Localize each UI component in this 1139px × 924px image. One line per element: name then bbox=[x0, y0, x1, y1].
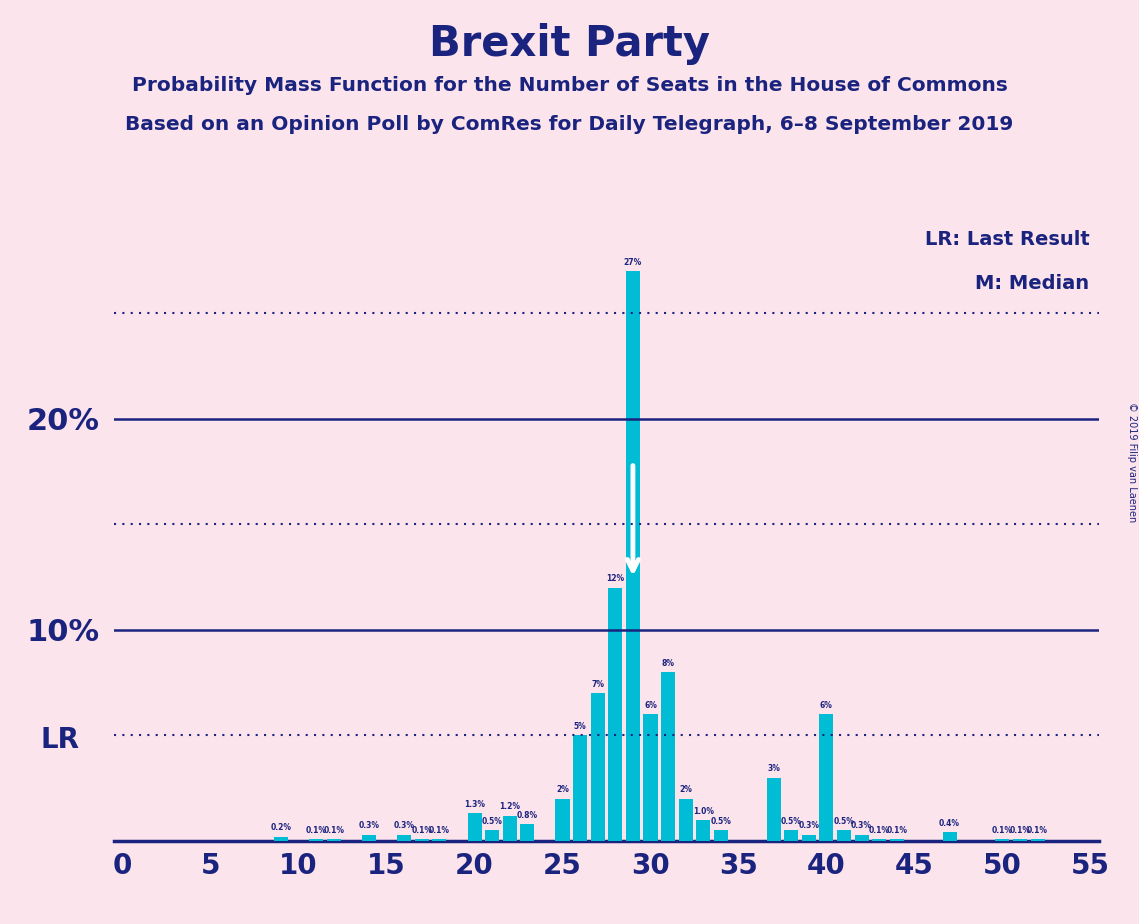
Bar bbox=[556, 798, 570, 841]
Bar bbox=[327, 839, 341, 841]
Bar bbox=[608, 588, 622, 841]
Text: 6%: 6% bbox=[644, 701, 657, 710]
Text: 1.2%: 1.2% bbox=[499, 802, 521, 811]
Bar bbox=[995, 839, 1009, 841]
Bar bbox=[1031, 839, 1044, 841]
Bar bbox=[274, 836, 288, 841]
Bar bbox=[679, 798, 693, 841]
Text: 0.1%: 0.1% bbox=[869, 825, 890, 834]
Bar bbox=[837, 831, 851, 841]
Text: 3%: 3% bbox=[768, 764, 780, 773]
Text: 0.8%: 0.8% bbox=[517, 810, 538, 820]
Bar bbox=[485, 831, 499, 841]
Bar bbox=[398, 834, 411, 841]
Bar bbox=[415, 839, 428, 841]
Text: LR: LR bbox=[40, 725, 79, 754]
Text: 0.5%: 0.5% bbox=[834, 817, 854, 826]
Text: © 2019 Filip van Laenen: © 2019 Filip van Laenen bbox=[1126, 402, 1137, 522]
Bar bbox=[644, 714, 657, 841]
Text: 8%: 8% bbox=[662, 659, 674, 668]
Bar bbox=[714, 831, 728, 841]
Text: Probability Mass Function for the Number of Seats in the House of Commons: Probability Mass Function for the Number… bbox=[132, 76, 1007, 95]
Text: 0.5%: 0.5% bbox=[482, 817, 502, 826]
Text: LR: Last Result: LR: Last Result bbox=[925, 230, 1089, 249]
Bar bbox=[767, 778, 780, 841]
Bar bbox=[625, 272, 640, 841]
Text: 0.2%: 0.2% bbox=[271, 823, 292, 833]
Text: Based on an Opinion Poll by ComRes for Daily Telegraph, 6–8 September 2019: Based on an Opinion Poll by ComRes for D… bbox=[125, 115, 1014, 134]
Bar bbox=[785, 831, 798, 841]
Text: 0.5%: 0.5% bbox=[781, 817, 802, 826]
Text: M: Median: M: Median bbox=[975, 274, 1089, 293]
Text: 0.1%: 0.1% bbox=[323, 825, 344, 834]
Text: 1.0%: 1.0% bbox=[693, 807, 714, 816]
Text: 7%: 7% bbox=[591, 680, 604, 689]
Bar bbox=[591, 693, 605, 841]
Bar bbox=[943, 833, 957, 841]
Text: 0.3%: 0.3% bbox=[394, 821, 415, 831]
Bar bbox=[362, 834, 376, 841]
Text: 2%: 2% bbox=[679, 785, 693, 795]
Text: 0.1%: 0.1% bbox=[429, 825, 450, 834]
Text: 0.1%: 0.1% bbox=[886, 825, 908, 834]
Bar bbox=[802, 834, 816, 841]
Text: 2%: 2% bbox=[556, 785, 570, 795]
Bar bbox=[467, 813, 482, 841]
Text: 12%: 12% bbox=[606, 575, 624, 583]
Text: 0.3%: 0.3% bbox=[359, 821, 379, 831]
Text: 0.1%: 0.1% bbox=[1027, 825, 1048, 834]
Bar bbox=[872, 839, 886, 841]
Text: Brexit Party: Brexit Party bbox=[429, 23, 710, 65]
Text: 0.3%: 0.3% bbox=[851, 821, 872, 831]
Text: 27%: 27% bbox=[624, 258, 642, 267]
Bar bbox=[661, 672, 675, 841]
Text: 0.3%: 0.3% bbox=[798, 821, 819, 831]
Bar bbox=[433, 839, 446, 841]
Text: 0.5%: 0.5% bbox=[711, 817, 731, 826]
Bar bbox=[819, 714, 834, 841]
Text: 0.1%: 0.1% bbox=[305, 825, 327, 834]
Text: 0.1%: 0.1% bbox=[992, 825, 1013, 834]
Bar bbox=[573, 736, 588, 841]
Text: 0.4%: 0.4% bbox=[939, 820, 960, 828]
Bar bbox=[309, 839, 323, 841]
Bar bbox=[1013, 839, 1027, 841]
Bar bbox=[854, 834, 869, 841]
Text: 0.1%: 0.1% bbox=[411, 825, 433, 834]
Bar bbox=[696, 820, 711, 841]
Text: 0.1%: 0.1% bbox=[1009, 825, 1031, 834]
Bar bbox=[502, 816, 517, 841]
Bar bbox=[890, 839, 904, 841]
Text: 1.3%: 1.3% bbox=[464, 800, 485, 809]
Text: 5%: 5% bbox=[574, 723, 587, 731]
Bar bbox=[521, 824, 534, 841]
Text: 6%: 6% bbox=[820, 701, 833, 710]
